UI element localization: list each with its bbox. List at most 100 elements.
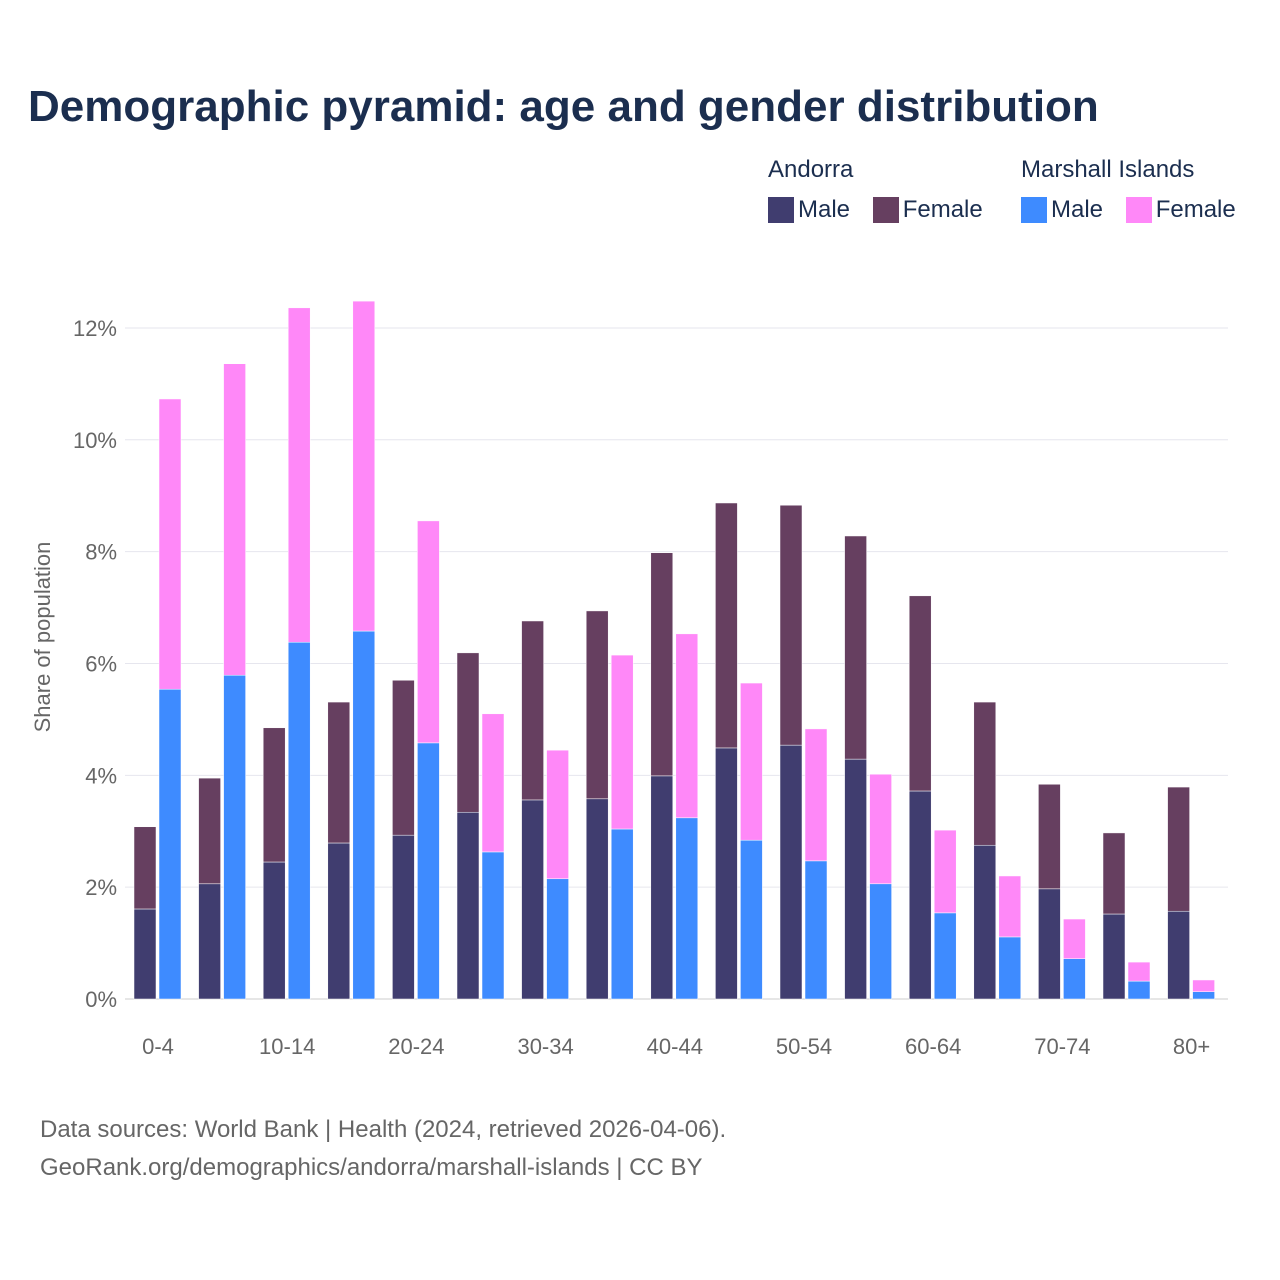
bar-andorra-female-60-64[interactable] (908, 595, 932, 792)
legend-label: Male (798, 196, 851, 223)
y-tick-label: 10% (73, 428, 117, 453)
bar-andorra-male-20-24[interactable] (392, 834, 415, 1000)
x-tick-label: 70-74 (1034, 1034, 1090, 1059)
bar-marshall-islands-male-5-9[interactable] (223, 674, 246, 1000)
bar-andorra-female-20-24[interactable] (392, 680, 415, 836)
x-tick-label: 30-34 (517, 1034, 573, 1059)
x-tick-label: 0-4 (142, 1034, 174, 1059)
bar-marshall-islands-female-75-79[interactable] (1127, 961, 1151, 982)
x-tick-label: 80+ (1173, 1034, 1210, 1059)
bar-marshall-islands-female-45-49[interactable] (740, 682, 763, 841)
legend-country-label: Marshall Islands (1021, 156, 1195, 183)
legend-swatch (768, 197, 794, 223)
bar-andorra-male-65-69[interactable] (973, 844, 997, 1000)
bar-marshall-islands-female-15-19[interactable] (352, 300, 376, 632)
bar-marshall-islands-female-5-9[interactable] (223, 363, 246, 676)
bar-andorra-male-35-39[interactable] (585, 798, 609, 1000)
bar-marshall-islands-female-80+[interactable] (1192, 979, 1215, 992)
bar-marshall-islands-female-65-69[interactable] (998, 875, 1022, 938)
y-tick-label: 6% (85, 651, 117, 676)
bar-andorra-female-45-49[interactable] (715, 502, 738, 749)
legend-label: Female (1155, 196, 1236, 223)
plot-area: 0% 2% 4% 6% 8% 10% 12% 0-4 10-14 20-24 30-34 40-44… (30, 300, 1228, 1059)
bar-andorra-male-60-64[interactable] (908, 790, 932, 1000)
bar-marshall-islands-male-40-44[interactable] (675, 817, 699, 1000)
bar-marshall-islands-female-70-74[interactable] (1063, 918, 1086, 959)
bar-andorra-female-50-54[interactable] (779, 504, 803, 746)
footer-source: Data sources: World Bank | Health (2024,… (40, 1116, 727, 1143)
bar-marshall-islands-male-25-29[interactable] (481, 851, 505, 1000)
x-tick-label: 40-44 (647, 1034, 703, 1059)
bar-andorra-male-80+[interactable] (1167, 910, 1190, 1000)
bar-marshall-islands-female-10-14[interactable] (287, 307, 311, 643)
bar-andorra-male-50-54[interactable] (779, 744, 803, 1000)
legend-item-andorra-male[interactable]: Male (768, 196, 850, 224)
legend-label: Male (1051, 196, 1104, 223)
bar-marshall-islands-female-60-64[interactable] (933, 829, 957, 914)
bar-marshall-islands-male-75-79[interactable] (1127, 980, 1151, 1000)
bar-marshall-islands-female-40-44[interactable] (675, 633, 699, 819)
bar-marshall-islands-male-70-74[interactable] (1063, 958, 1086, 1000)
bar-andorra-female-35-39[interactable] (585, 610, 609, 800)
bar-marshall-islands-male-50-54[interactable] (804, 860, 828, 1000)
bar-andorra-female-25-29[interactable] (456, 652, 480, 813)
bar-andorra-male-45-49[interactable] (715, 747, 738, 1000)
bar-andorra-female-70-74[interactable] (1038, 784, 1061, 890)
legend-swatch (872, 197, 899, 223)
bar-marshall-islands-male-30-34[interactable] (546, 878, 569, 1000)
bar-andorra-male-55-59[interactable] (844, 758, 867, 1000)
bar-marshall-islands-male-0-4[interactable] (158, 688, 182, 1000)
bar-andorra-female-80+[interactable] (1167, 786, 1190, 912)
bar-andorra-female-15-19[interactable] (327, 701, 351, 844)
footer-attribution: GeoRank.org/demographics/andorra/marshal… (40, 1154, 703, 1181)
legend-item-marshall-male[interactable]: Male (1021, 196, 1103, 224)
y-tick-label: 2% (85, 875, 117, 900)
bar-andorra-male-10-14[interactable] (262, 861, 286, 1000)
bar-andorra-male-5-9[interactable] (198, 883, 221, 1000)
y-axis-label: Share of population (30, 542, 55, 733)
bar-andorra-female-55-59[interactable] (844, 535, 867, 760)
legend-label: Female (902, 196, 983, 223)
legend-group-marshall-islands: Marshall Islands Male Female (1021, 156, 1252, 230)
bar-marshall-islands-female-50-54[interactable] (804, 728, 828, 862)
bar-marshall-islands-male-55-59[interactable] (869, 883, 892, 1000)
bar-andorra-female-5-9[interactable] (198, 777, 221, 885)
bar-andorra-female-65-69[interactable] (973, 701, 997, 846)
bar-andorra-male-30-34[interactable] (521, 799, 544, 1000)
chart-title: Demographic pyramid: age and gender dist… (28, 82, 1099, 131)
bar-andorra-female-10-14[interactable] (262, 727, 286, 863)
legend-item-andorra-female[interactable]: Female (872, 196, 983, 224)
x-tick-label: 50-54 (776, 1034, 832, 1059)
bar-marshall-islands-male-15-19[interactable] (352, 630, 376, 1000)
bar-marshall-islands-male-45-49[interactable] (740, 839, 763, 1000)
bar-andorra-male-25-29[interactable] (456, 811, 480, 1000)
bar-andorra-female-75-79[interactable] (1102, 832, 1126, 915)
bar-andorra-male-75-79[interactable] (1102, 913, 1126, 1000)
y-tick-label: 0% (85, 987, 117, 1012)
x-tick-label: 20-24 (388, 1034, 444, 1059)
bar-marshall-islands-female-30-34[interactable] (546, 749, 569, 880)
y-tick-label: 8% (85, 540, 117, 565)
bar-andorra-male-15-19[interactable] (327, 842, 351, 1000)
bar-andorra-male-0-4[interactable] (133, 908, 157, 1000)
bar-andorra-male-40-44[interactable] (650, 775, 674, 1000)
bar-marshall-islands-male-10-14[interactable] (287, 641, 311, 1000)
bar-marshall-islands-female-35-39[interactable] (610, 654, 634, 830)
bar-marshall-islands-male-80+[interactable] (1192, 991, 1215, 1000)
bar-andorra-female-30-34[interactable] (521, 620, 544, 801)
bar-marshall-islands-female-0-4[interactable] (158, 398, 182, 690)
bar-marshall-islands-female-25-29[interactable] (481, 713, 505, 853)
legend-swatch (1021, 197, 1047, 223)
bar-marshall-islands-male-65-69[interactable] (998, 936, 1022, 1000)
bar-marshall-islands-male-20-24[interactable] (417, 742, 440, 1000)
legend-country-label: Andorra (768, 156, 854, 183)
x-tick-label: 60-64 (905, 1034, 961, 1059)
bar-andorra-female-40-44[interactable] (650, 552, 674, 777)
bar-marshall-islands-female-55-59[interactable] (869, 773, 892, 885)
bar-andorra-female-0-4[interactable] (133, 826, 157, 910)
bar-marshall-islands-male-35-39[interactable] (610, 828, 634, 1000)
bar-marshall-islands-male-60-64[interactable] (933, 912, 957, 1000)
bar-marshall-islands-female-20-24[interactable] (417, 520, 440, 744)
bar-andorra-male-70-74[interactable] (1038, 888, 1061, 1000)
legend-item-marshall-female[interactable]: Female (1125, 196, 1236, 224)
